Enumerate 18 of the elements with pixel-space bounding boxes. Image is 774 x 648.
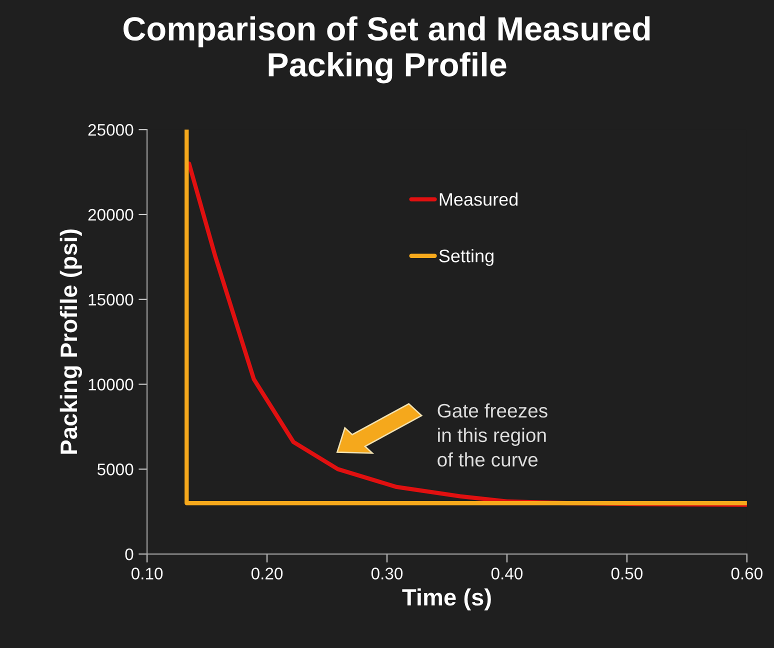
x-axis-title: Time (s) xyxy=(402,588,491,610)
x-tick-label: 0.30 xyxy=(371,568,403,580)
legend-label: Measured xyxy=(440,192,518,206)
x-tick-label: 0.20 xyxy=(251,568,283,580)
x-tick-label: 0.50 xyxy=(611,568,643,580)
x-tick-label: 0.60 xyxy=(731,568,762,580)
y-tick-label: 25000 xyxy=(88,124,134,136)
x-tick-label: 0.10 xyxy=(131,568,163,580)
annotation: Gate freezes in this region of the curve xyxy=(438,403,548,467)
chart-title: Comparison of Set and Measured Packing Profile xyxy=(124,16,650,84)
y-tick-label: 5000 xyxy=(97,464,134,476)
y-tick-label: 15000 xyxy=(88,294,134,306)
y-tick-label: 0 xyxy=(125,548,134,560)
legend-label: Setting xyxy=(439,249,494,266)
x-tick-label: 0.40 xyxy=(491,568,523,580)
y-tick-label: 20000 xyxy=(88,208,134,221)
y-axis-title: Packing Profile (psi) xyxy=(60,229,82,454)
y-tick-label: 10000 xyxy=(88,378,134,390)
